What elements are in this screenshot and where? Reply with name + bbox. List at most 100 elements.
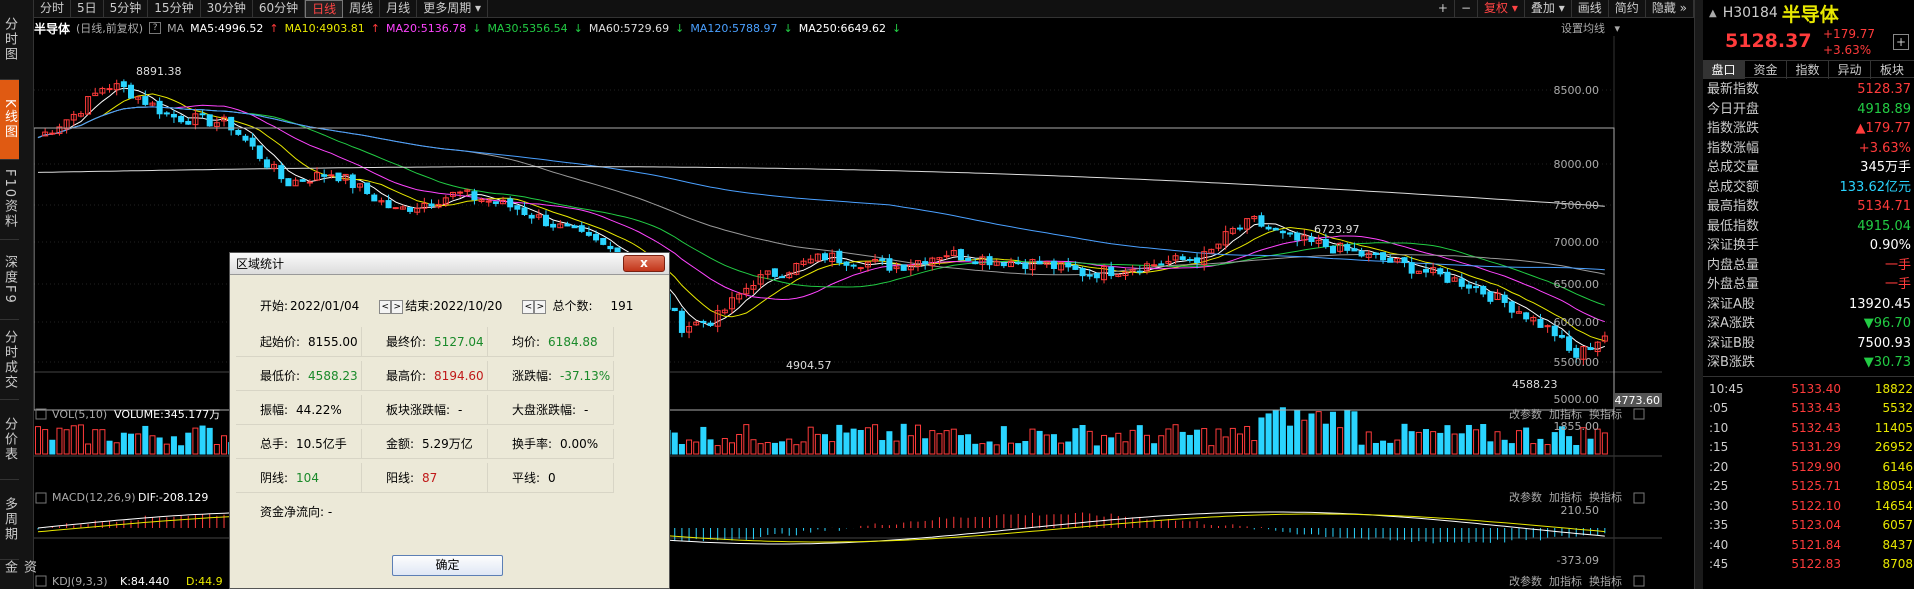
nav-tab-kline[interactable]: K线图 <box>0 80 19 160</box>
candle-body <box>786 272 793 279</box>
volume-bar <box>85 443 92 455</box>
add-watchlist-icon[interactable]: + <box>1893 34 1909 50</box>
nav-tab-f9[interactable]: 深度F9 <box>0 240 19 320</box>
candle-body <box>1358 250 1365 257</box>
vol-swap-indicator[interactable]: 换指标 <box>1589 407 1622 421</box>
candle-body <box>857 267 864 270</box>
volume-bar <box>786 438 793 455</box>
end-prev-button[interactable]: < <box>522 299 535 314</box>
dialog-stat-value: 0 <box>548 471 556 485</box>
period-15min[interactable]: 15分钟 <box>148 0 201 18</box>
nav-tab-timeshare[interactable]: 分时图 <box>0 0 19 80</box>
vol-change-params[interactable]: 改参数 <box>1509 407 1542 421</box>
tab-funds[interactable]: 资金 <box>1745 61 1787 79</box>
period-5min[interactable]: 5分钟 <box>104 0 149 18</box>
period-5day[interactable]: 5日 <box>71 0 104 18</box>
annotation-mid-high: 6723.97 <box>1314 223 1360 236</box>
dialog-stat-label: 最高价: <box>386 369 427 383</box>
tab-index[interactable]: 指数 <box>1787 61 1829 79</box>
candle-body <box>693 321 700 326</box>
nav-tab-trades[interactable]: 分时成交 <box>0 320 19 400</box>
ma-settings-link[interactable]: 设置均线 ▾ <box>1560 22 1620 35</box>
candle-body <box>271 163 278 169</box>
nav-tab-funds[interactable]: 资金 <box>2 560 36 575</box>
macd-add-indicator[interactable]: 加指标 <box>1549 490 1582 504</box>
period-daily[interactable]: 日线 <box>305 0 344 18</box>
stat-value: ▼30.73 <box>1863 355 1911 370</box>
start-next-button[interactable]: > <box>391 299 404 314</box>
macd-swap-indicator[interactable]: 换指标 <box>1589 490 1622 504</box>
close-icon[interactable] <box>1633 575 1645 587</box>
start-prev-button[interactable]: < <box>379 299 392 314</box>
period-30min[interactable]: 30分钟 <box>201 0 253 18</box>
candle-body <box>707 322 714 326</box>
draw-button[interactable]: 画线 <box>1572 0 1609 18</box>
period-60min[interactable]: 60分钟 <box>253 0 306 18</box>
period-more[interactable]: 更多周期 ▾ <box>417 0 489 18</box>
volume-bar <box>1573 444 1580 455</box>
stat-row: 深证B股 7500.93 <box>1703 334 1914 354</box>
candle-body <box>442 197 449 205</box>
nav-tab-price-table[interactable]: 分价表 <box>0 400 19 480</box>
zoom-in-button[interactable]: + <box>1432 0 1455 18</box>
ma60-value: MA60:5729.69 <box>588 21 670 35</box>
dialog-stat-label: 阳线: <box>386 471 415 485</box>
stat-value: 13920.45 <box>1848 296 1911 312</box>
volume-bar <box>1394 439 1401 455</box>
collapse-strip[interactable] <box>1695 0 1703 589</box>
help-icon[interactable]: ? <box>149 22 162 34</box>
volume-bar <box>907 435 914 455</box>
tick-price: 5123.04 <box>1791 518 1841 532</box>
selection-range-box[interactable] <box>34 127 1615 411</box>
help-icon[interactable] <box>35 492 47 504</box>
tick-time: :10 <box>1709 420 1729 435</box>
period-timeshare[interactable]: 分时 <box>34 0 72 18</box>
close-icon[interactable] <box>1633 408 1645 420</box>
kdj-add-indicator[interactable]: 加指标 <box>1549 574 1582 588</box>
tick-time: :15 <box>1709 440 1729 454</box>
period-monthly[interactable]: 月线 <box>380 0 418 18</box>
nav-tab-multi-period[interactable]: 多周期 <box>0 480 19 560</box>
help-icon[interactable] <box>35 408 47 420</box>
volume-bar <box>1380 440 1387 455</box>
kdj-change-params[interactable]: 改参数 <box>1509 574 1542 588</box>
zoom-out-button[interactable]: − <box>1455 0 1479 18</box>
volume-bar <box>1058 442 1065 455</box>
overlay-button[interactable]: 叠加 ▾ <box>1525 0 1572 18</box>
help-icon[interactable] <box>35 575 47 587</box>
annotation-low1: 4904.57 <box>786 359 832 372</box>
tab-sectors[interactable]: 板块 <box>1879 63 1904 77</box>
period-weekly[interactable]: 周线 <box>343 0 381 18</box>
adjust-button[interactable]: 复权 ▾ <box>1478 0 1525 18</box>
volume-bar <box>1408 431 1415 455</box>
stat-label: 深证A股 <box>1707 296 1755 312</box>
candle-body <box>471 191 478 201</box>
nav-up-icon[interactable]: ▲ <box>1709 7 1717 19</box>
current-price: 5128.37 <box>1725 30 1812 52</box>
kdj-swap-indicator[interactable]: 换指标 <box>1589 574 1622 588</box>
macd-change-params[interactable]: 改参数 <box>1509 490 1542 504</box>
candle-body <box>757 274 764 285</box>
dialog-titlebar[interactable]: 区域统计 x <box>230 253 669 275</box>
tab-alerts[interactable]: 异动 <box>1829 61 1871 79</box>
simple-button[interactable]: 简约 <box>1609 0 1646 18</box>
candle-body <box>771 268 778 277</box>
dialog-close-button[interactable]: x <box>623 255 665 272</box>
quote-header: ▲ H30184 半导体 <box>1703 0 1914 26</box>
dialog-stat-value: 5.29万亿 <box>422 437 473 451</box>
nav-tab-f10[interactable]: F10资料 <box>0 160 19 240</box>
dialog-stat-label: 金额: <box>386 437 415 451</box>
candle-body <box>1122 271 1129 277</box>
end-next-button[interactable]: > <box>534 299 547 314</box>
volume-bar <box>1458 433 1465 455</box>
tab-handicap[interactable]: 盘口 <box>1703 61 1745 79</box>
volume-bar <box>1215 428 1222 455</box>
close-icon[interactable] <box>1633 492 1645 504</box>
kdj-label: KDJ(9,3,3) <box>52 575 108 588</box>
hide-button[interactable]: 隐藏 » <box>1646 0 1694 18</box>
vol-add-indicator[interactable]: 加指标 <box>1549 407 1582 421</box>
candle-body <box>1287 232 1294 235</box>
volume-bar <box>872 424 879 455</box>
tick-volume: 5532 <box>1882 401 1913 415</box>
ok-button[interactable]: 确定 <box>392 555 503 576</box>
